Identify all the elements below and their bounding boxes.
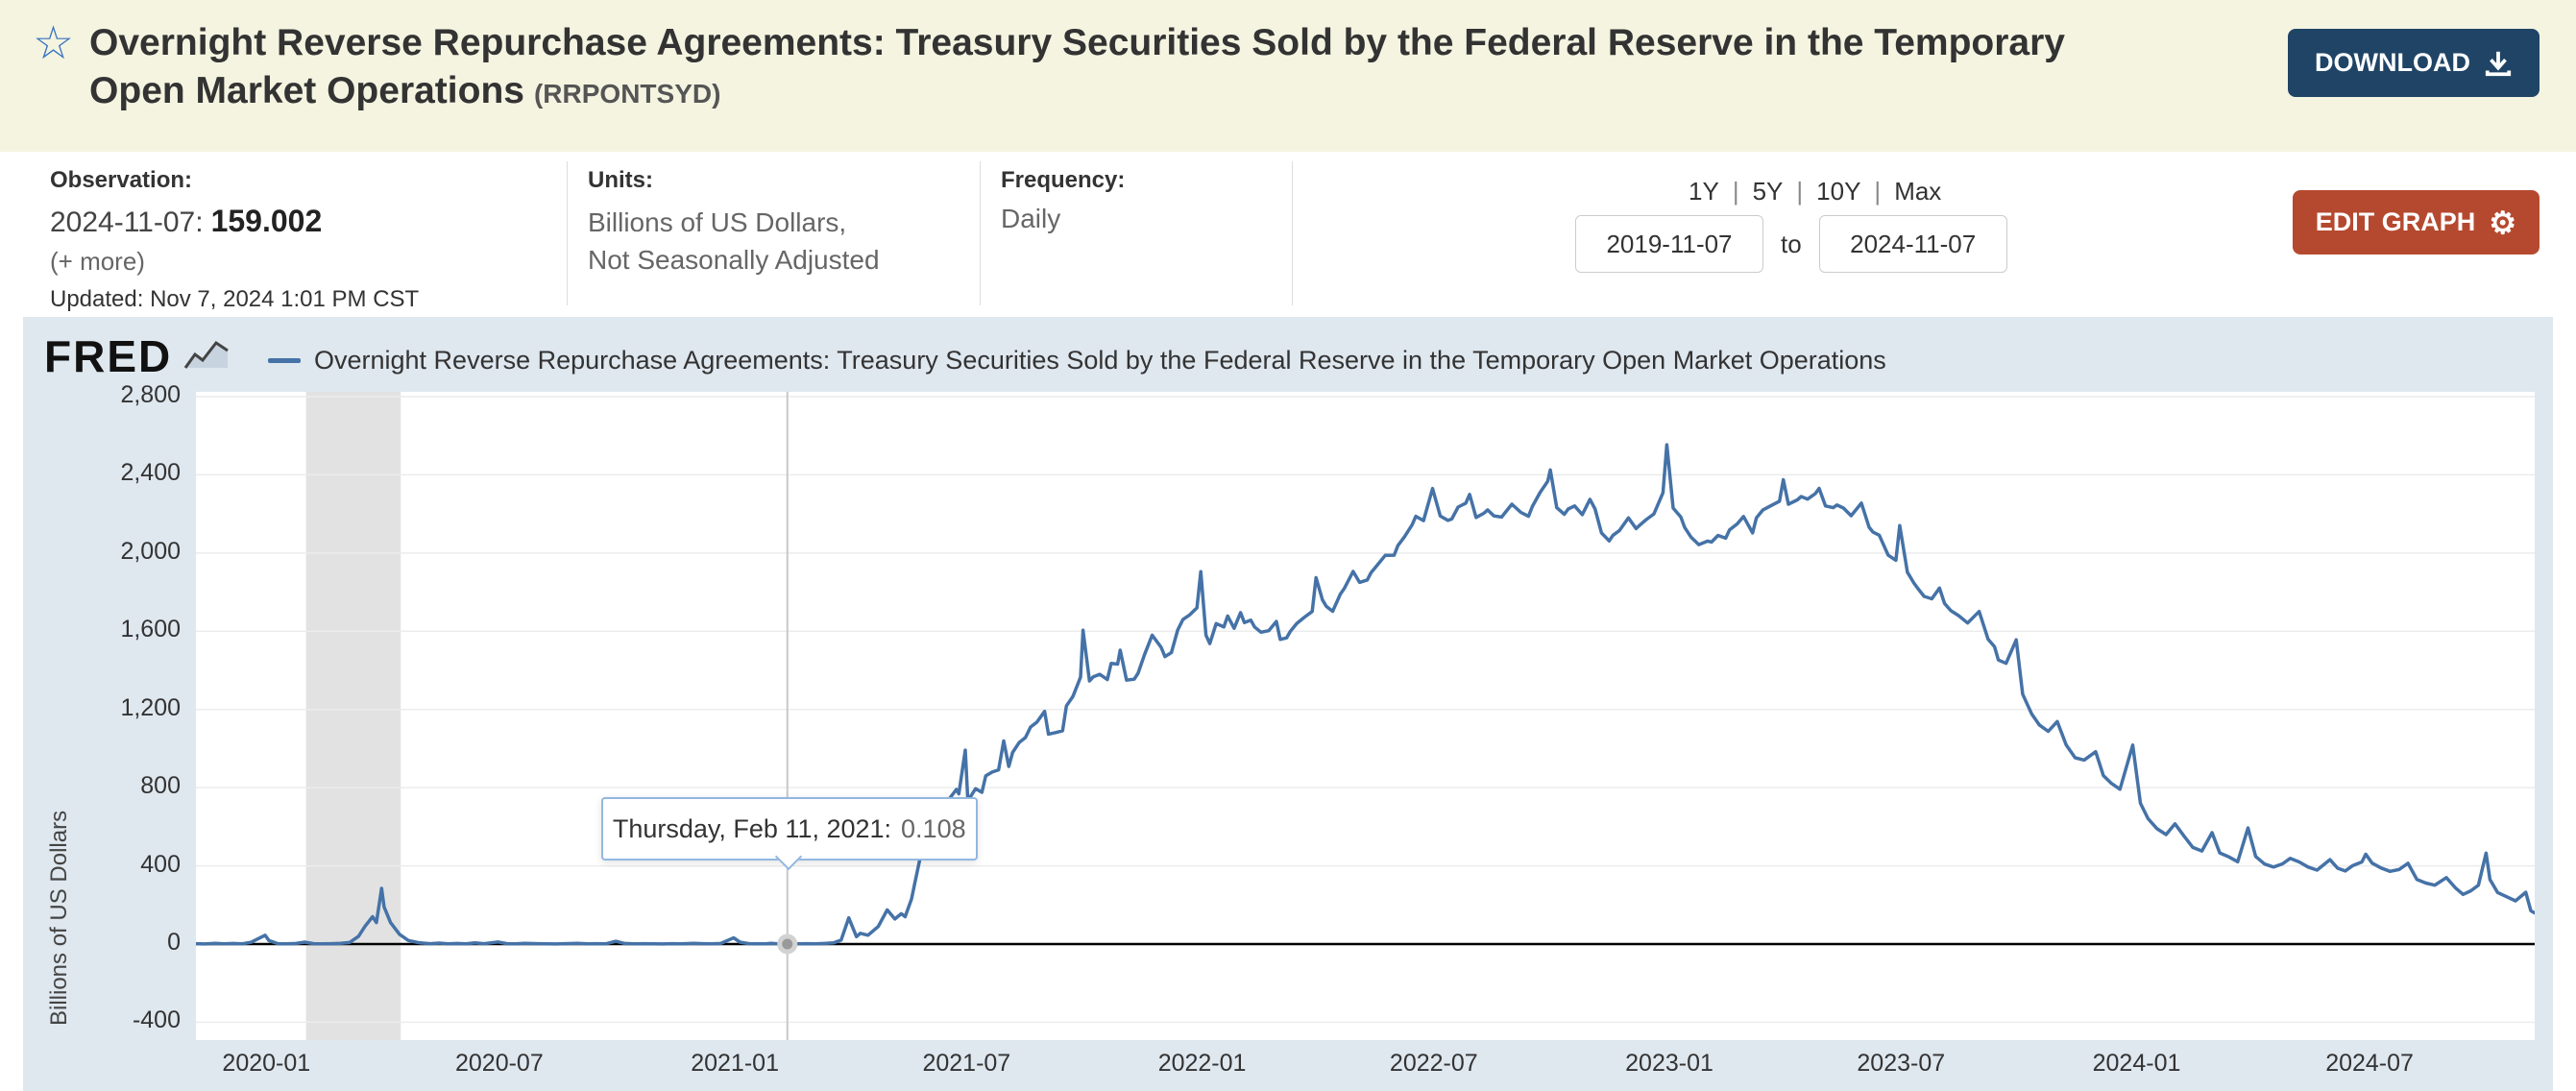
start-date-input[interactable] [1575,215,1763,273]
range-10y[interactable]: 10Y [1816,177,1861,206]
frequency-block: Frequency: Daily [1001,167,1270,234]
frequency-label: Frequency: [1001,167,1126,193]
edit-graph-label: EDIT GRAPH [2315,207,2476,236]
divider [980,161,981,305]
series-legend: Overnight Reverse Repurchase Agreements:… [268,346,1886,376]
x-tick-label: 2024-01 [2092,1050,2181,1077]
divider [567,161,568,305]
y-tick-label: 400 [140,850,181,878]
date-range-controls: to [1575,215,2007,273]
x-tick-label: 2022-01 [1157,1050,1247,1077]
y-tick-label: -400 [132,1006,181,1034]
fred-logo-chart-icon [184,340,230,369]
x-tick-label: 2023-07 [1857,1050,1946,1077]
range-1y[interactable]: 1Y [1689,177,1719,206]
observation-date: 2024-11-07: [50,206,204,238]
graph-container: FRED Overnight Reverse Repurchase Agreem… [23,317,2553,1091]
more-observations-link[interactable]: (+ more) [50,247,145,276]
y-tick-label: 800 [140,772,181,800]
x-tick-label: 2021-07 [922,1050,1011,1077]
page-header: ☆ Overnight Reverse Repurchase Agreement… [0,0,2576,152]
units-value-line2: Not Seasonally Adjusted [588,245,880,276]
range-selector: 1Y | 5Y | 10Y | Max [1689,177,1941,206]
range-5y[interactable]: 5Y [1752,177,1784,206]
x-tick-label: 2020-07 [454,1050,544,1077]
legend-line-swatch [268,358,301,363]
page-title: Overnight Reverse Repurchase Agreements:… [89,19,2154,115]
tooltip-date: Thursday, Feb 11, 2021: [612,813,892,843]
y-tick-label: 2,000 [120,537,181,565]
download-button[interactable]: DOWNLOAD [2288,29,2540,97]
fred-logo[interactable]: FRED [44,330,230,382]
y-tick-label: 1,200 [120,693,181,721]
series-title: Overnight Reverse Repurchase Agreements:… [89,22,2065,111]
observation-label: Observation: [50,167,193,193]
observation-line: 2024-11-07: 159.002 [50,204,540,239]
observation-block: Observation: 2024-11-07: 159.002 (+ more)… [50,167,540,313]
series-id: (RRPONTSYD) [533,78,721,109]
x-tick-label: 2020-01 [222,1050,311,1077]
y-tick-label: 1,600 [120,616,181,643]
divider [1292,161,1293,305]
observation-value: 159.002 [210,204,323,238]
gear-icon: ⚙ [2489,205,2516,240]
units-label: Units: [588,167,653,193]
x-tick-label: 2021-01 [691,1050,779,1077]
range-separator: | [1732,177,1739,206]
plot-area[interactable] [196,392,2535,1040]
range-separator: | [1874,177,1882,206]
favorite-star-icon[interactable]: ☆ [33,18,75,69]
fred-logo-text: FRED [44,331,173,381]
frequency-value: Daily [1001,204,1061,233]
range-separator: | [1796,177,1804,206]
date-to-label: to [1781,229,1802,258]
y-tick-label: 0 [167,929,181,956]
download-button-label: DOWNLOAD [2315,48,2470,77]
tooltip-value: 0.108 [901,813,966,843]
updated-text: Updated: Nov 7, 2024 1:01 PM CST [50,286,420,312]
x-tick-label: 2023-01 [1625,1050,1713,1077]
y-tick-label: 2,800 [120,380,181,408]
x-tick-label: 2022-07 [1389,1050,1478,1077]
units-block: Units: Billions of US Dollars, Not Seaso… [588,167,953,279]
range-max[interactable]: Max [1894,177,1942,206]
end-date-input[interactable] [1818,215,2007,273]
y-tick-label: 2,400 [120,459,181,487]
edit-graph-button[interactable]: EDIT GRAPH ⚙ [2292,190,2540,255]
download-icon [2485,51,2512,76]
meta-bar: Observation: 2024-11-07: 159.002 (+ more)… [0,152,2576,317]
units-value-line1: Billions of US Dollars, [588,207,847,237]
legend-label: Overnight Reverse Repurchase Agreements:… [314,346,1886,375]
x-tick-label: 2024-07 [2325,1050,2414,1077]
